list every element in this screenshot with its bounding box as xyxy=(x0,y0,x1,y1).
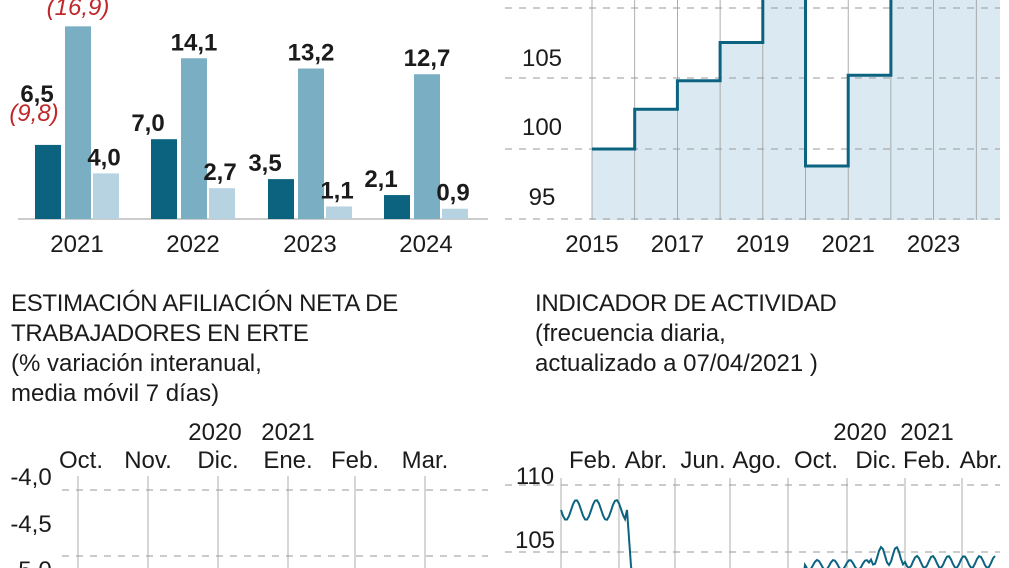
erte-title-block: ESTIMACIÓN AFILIACIÓN NETA DE TRABAJADOR… xyxy=(11,289,398,409)
step-xtick-2021: 2021 xyxy=(822,231,875,258)
bar-2023-s0 xyxy=(268,179,294,219)
step-xtick-2023: 2023 xyxy=(907,231,960,258)
erte-month-5: Mar. xyxy=(402,447,449,474)
bar-label-2023-s1: 13,2 xyxy=(288,40,335,67)
act-month-5: Dic. xyxy=(855,447,896,474)
act-month-1: Abr. xyxy=(625,447,668,474)
activity-chart: Feb. Abr. Jun. Ago. Oct. Dic. Feb. Abr. 2020 202… xyxy=(505,419,1002,568)
activity-title-line1: INDICADOR DE ACTIVIDAD xyxy=(535,290,837,317)
bar-2021-s1 xyxy=(65,26,91,220)
act-month-2: Jun. xyxy=(680,447,725,474)
step-ytick-95: 95 xyxy=(529,184,556,211)
bar-annotation-9-8: (9,8) xyxy=(9,100,58,127)
erte-title-line2: TRABAJADORES EN ERTE xyxy=(11,320,309,347)
activity-subtitle-line1: (frecuencia diaria, xyxy=(535,320,726,347)
activity-chart-yticks: 110 105 xyxy=(515,463,555,554)
bar-2022-s2 xyxy=(209,188,235,219)
erte-chart-yticks: -4,0 -4,5 -5,0 xyxy=(10,464,51,568)
bar-label-2021-s2: 4,0 xyxy=(87,144,120,171)
erte-year-2021: 2021 xyxy=(261,419,314,446)
erte-chart: Oct. Nov. Dic. Ene. Feb. Mar. 2020 2021 -4,0-4… xyxy=(10,419,488,568)
erte-chart-grid xyxy=(62,476,488,568)
bar-chart-bars xyxy=(18,26,488,220)
act-ytick-1: 105 xyxy=(515,527,555,554)
erte-month-1: Nov. xyxy=(124,447,172,474)
act-month-7: Abr. xyxy=(960,447,1003,474)
act-month-6: Feb. xyxy=(903,447,951,474)
bar-chart: 2021 2022 2023 2024 6,5 7,0 3,5 2,1 (16,9) 14,1 1… xyxy=(9,0,488,258)
bar-2022-s0 xyxy=(151,139,177,219)
bar-2023-s2 xyxy=(326,206,352,219)
erte-chart-years: 2020 2021 xyxy=(188,419,314,446)
activity-chart-grid xyxy=(505,478,1000,568)
step-chart-area xyxy=(592,0,1000,220)
erte-subtitle-line1: (% variación interanual, xyxy=(11,350,262,377)
activity-subtitle-line2: actualizado a 07/04/2021 ) xyxy=(535,350,818,377)
erte-month-2: Dic. xyxy=(197,447,238,474)
bar-2024-s0 xyxy=(384,195,410,219)
bar-category-2024: 2024 xyxy=(399,231,452,258)
bar-label-2022-s2: 2,7 xyxy=(203,159,236,186)
bar-chart-categories: 2021 2022 2023 2024 xyxy=(50,231,452,258)
erte-subtitle-line2: media móvil 7 días) xyxy=(11,380,220,407)
bar-label-2021-s1: (16,9) xyxy=(47,0,110,21)
bar-2021-s0 xyxy=(35,144,61,219)
bar-label-2024-s0: 2,1 xyxy=(364,166,397,193)
act-ytick-0: 110 xyxy=(516,463,554,490)
step-xtick-2019: 2019 xyxy=(736,231,789,258)
step-chart-xticks: 2015 2017 2019 2021 2023 xyxy=(565,231,960,258)
erte-title-line1: ESTIMACIÓN AFILIACIÓN NETA DE xyxy=(11,290,398,317)
act-month-3: Ago. xyxy=(732,447,781,474)
activity-chart-years: 2020 2021 xyxy=(833,419,953,446)
step-ytick-100: 100 xyxy=(522,114,562,141)
erte-ytick-2: -5,0 xyxy=(10,557,51,568)
step-chart-line xyxy=(592,0,893,168)
erte-month-4: Feb. xyxy=(331,447,379,474)
bar-category-2023: 2023 xyxy=(283,231,336,258)
erte-year-2020: 2020 xyxy=(188,419,241,446)
activity-chart-line xyxy=(560,499,996,568)
step-chart: 95 100 105 2015 2017 2019 2021 2023 xyxy=(505,0,1000,258)
step-xtick-2015: 2015 xyxy=(565,231,618,258)
step-ytick-105: 105 xyxy=(522,45,562,72)
erte-month-0: Oct. xyxy=(59,447,103,474)
act-year-2021: 2021 xyxy=(900,419,953,446)
erte-month-3: Ene. xyxy=(263,447,312,474)
act-month-4: Oct. xyxy=(794,447,838,474)
erte-ytick-0: -4,0 xyxy=(10,464,51,491)
bar-label-2022-s0: 7,0 xyxy=(131,110,164,137)
bar-chart-labels: 6,5 7,0 3,5 2,1 (16,9) 14,1 13,2 12,7 4,0 2,7 1,1 0… xyxy=(20,0,469,207)
step-chart-yticks: 95 100 105 xyxy=(522,45,562,211)
bar-category-2022: 2022 xyxy=(166,231,219,258)
erte-ytick-1: -4,5 xyxy=(10,511,51,538)
bar-label-2024-s1: 12,7 xyxy=(404,45,451,72)
bar-2021-s2 xyxy=(93,173,119,219)
bar-2024-s2 xyxy=(442,208,468,219)
act-year-2020: 2020 xyxy=(833,419,886,446)
bar-label-2023-s2: 1,1 xyxy=(320,177,353,204)
bar-label-2022-s1: 14,1 xyxy=(171,29,218,56)
bar-2022-s1 xyxy=(181,58,207,220)
step-xtick-2017: 2017 xyxy=(651,231,704,258)
bar-2024-s1 xyxy=(414,74,440,219)
bar-label-2021-s0: 6,5 xyxy=(20,81,53,108)
act-month-0: Feb. xyxy=(569,447,617,474)
activity-chart-months: Feb. Abr. Jun. Ago. Oct. Dic. Feb. Abr. xyxy=(569,447,1002,474)
bar-2023-s1 xyxy=(298,68,324,220)
bar-label-2024-s2: 0,9 xyxy=(436,180,469,207)
activity-title-block: INDICADOR DE ACTIVIDAD (frecuencia diari… xyxy=(535,289,837,379)
erte-chart-months: Oct. Nov. Dic. Ene. Feb. Mar. xyxy=(59,447,448,474)
bar-category-2021: 2021 xyxy=(50,231,103,258)
bar-label-2023-s0: 3,5 xyxy=(248,150,281,177)
